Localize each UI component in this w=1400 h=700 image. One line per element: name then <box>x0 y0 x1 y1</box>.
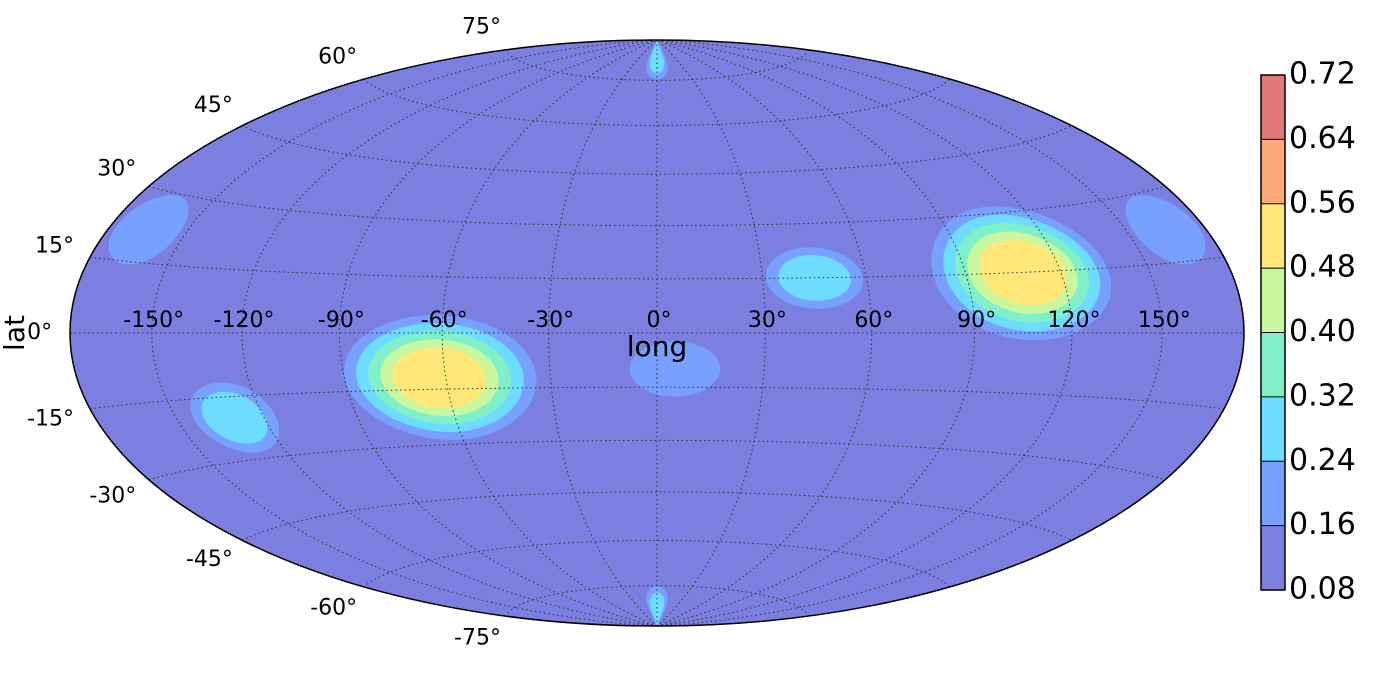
colorbar-segment <box>1261 461 1285 526</box>
x-tick-label: 150° <box>1138 308 1191 333</box>
parallel-grid-line <box>504 49 810 81</box>
y-tick-label: 75° <box>462 15 501 40</box>
contour-region <box>978 239 1067 306</box>
y-tick-label: -15° <box>27 406 74 431</box>
x-tick-label: 30° <box>748 308 787 333</box>
contour-region <box>108 195 189 265</box>
parallel-grid-line <box>241 491 1073 541</box>
y-tick-label: 30° <box>97 157 136 182</box>
colorbar-segment <box>1261 525 1285 590</box>
x-tick-label: 60° <box>854 308 893 333</box>
colorbar-tick-label: 0.08 <box>1289 572 1356 607</box>
meridian-grid-line <box>548 40 658 626</box>
x-tick-label: -60° <box>421 308 468 333</box>
contour-region <box>649 592 665 626</box>
y-tick-label: -30° <box>89 483 136 508</box>
contour-region <box>201 391 268 444</box>
x-tick-label: 0° <box>647 308 672 333</box>
y-tick-label: 15° <box>35 234 74 259</box>
y-tick-label: 60° <box>318 45 357 70</box>
y-tick-label: -75° <box>454 625 501 650</box>
x-axis-label: long <box>627 330 687 363</box>
y-tick-label: 45° <box>194 93 233 118</box>
y-tick-label: 0° <box>27 320 52 345</box>
colorbar-segment <box>1261 332 1285 397</box>
colorbar-segment <box>1261 268 1285 333</box>
colorbar-tick-label: 0.56 <box>1289 185 1356 220</box>
parallel-grid-line <box>90 386 1224 410</box>
colorbar-tick-label: 0.32 <box>1289 378 1356 413</box>
colorbar-tick-label: 0.40 <box>1289 314 1356 349</box>
colorbar-tick-label: 0.64 <box>1289 121 1356 156</box>
y-axis-label: lat <box>0 315 31 351</box>
x-tick-label: -150° <box>123 308 184 333</box>
parallel-grid-line <box>90 256 1224 280</box>
colorbar-segment <box>1261 75 1285 140</box>
x-tick-label: 90° <box>957 308 996 333</box>
colorbar-tick-label: 0.24 <box>1289 443 1356 478</box>
contour-region <box>392 347 487 409</box>
y-tick-label: -45° <box>186 547 233 572</box>
x-tick-label: -90° <box>318 308 365 333</box>
contour-region <box>649 40 665 74</box>
parallel-grid-line <box>504 585 810 617</box>
colorbar-tick-label: 0.16 <box>1289 507 1356 542</box>
x-tick-label: 120° <box>1048 308 1101 333</box>
meridian-grid-line <box>656 40 766 626</box>
map-boundary <box>69 39 1245 627</box>
colorbar: 0.08 0.16 0.24 0.32 0.40 0.48 0.56 0.64 0.72 <box>1260 57 1356 607</box>
colorbar-tick-label: 0.48 <box>1289 250 1356 285</box>
x-tick-label: -120° <box>214 308 275 333</box>
colorbar-segment <box>1261 139 1285 204</box>
x-tick-label: -30° <box>527 308 574 333</box>
y-tick-label: -60° <box>310 595 357 620</box>
parallel-grid-line <box>241 125 1073 175</box>
colorbar-segment <box>1261 396 1285 462</box>
meridian-grid-line <box>656 40 1163 626</box>
contour-region <box>1125 195 1206 265</box>
colorbar-tick-label: 0.72 <box>1289 57 1356 92</box>
contour-region <box>629 341 721 397</box>
colorbar-segment <box>1261 203 1285 269</box>
